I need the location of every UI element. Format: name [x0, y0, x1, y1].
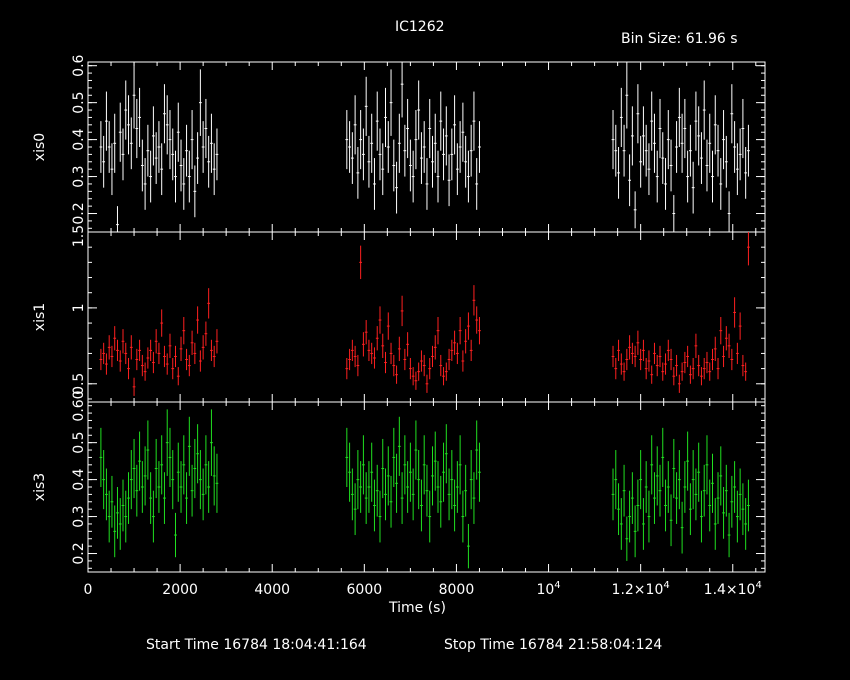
- y-tick-label: 0.3: [71, 165, 87, 187]
- y-tick-label: 0.2: [71, 542, 87, 564]
- y-tick-label: 1: [71, 303, 87, 312]
- start-time-label: Start Time 16784 18:04:41:164: [146, 637, 367, 653]
- x-axis-label: Time (s): [389, 600, 446, 616]
- x-tick-label: 2000: [162, 582, 198, 598]
- x-tick-label: 6000: [347, 582, 383, 598]
- y-tick-label: 0.5: [71, 373, 87, 395]
- y-tick-label: 0.6: [71, 54, 87, 76]
- xis0-axis-label: xis0: [32, 133, 48, 161]
- xis3-axis-label: xis3: [32, 473, 48, 501]
- y-tick-label-overlap: 0.60: [71, 390, 87, 421]
- bin-size-label: Bin Size: 61.96 s: [621, 31, 738, 47]
- x-tick-label: 4000: [254, 582, 290, 598]
- y-tick-label: 0.2: [71, 202, 87, 224]
- y-tick-label: 0.3: [71, 505, 87, 527]
- x-tick-label: 1.2×104: [612, 580, 670, 598]
- x-tick-label: 8000: [439, 582, 475, 598]
- stop-time-label: Stop Time 16784 21:58:04:124: [444, 637, 663, 653]
- y-tick-label: 0.4: [71, 128, 87, 150]
- x-tick-label: 1.4×104: [704, 580, 762, 598]
- y-tick-label: 0.5: [71, 92, 87, 114]
- y-tick-label-overlap: 1.5: [71, 225, 87, 247]
- x-tick-label: 0: [84, 582, 93, 598]
- chart-title: IC1262: [395, 19, 445, 35]
- x-tick-label: 104: [536, 580, 560, 598]
- xis1-axis-label: xis1: [32, 303, 48, 331]
- y-tick-label: 0.4: [71, 468, 87, 490]
- y-tick-label: 0.5: [71, 432, 87, 454]
